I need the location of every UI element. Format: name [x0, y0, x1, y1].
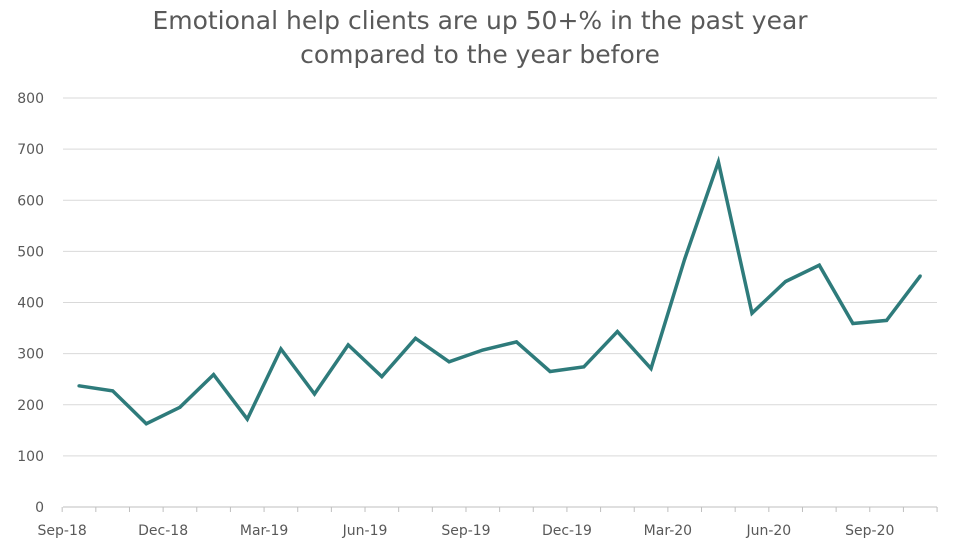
x-tick-label-sep-20: Sep-20 — [845, 523, 894, 539]
data-point-nov-18 — [144, 422, 148, 426]
y-tick-label-800: 800 — [17, 91, 44, 107]
data-point-oct-18 — [111, 389, 115, 393]
data-point-jan-19 — [212, 372, 216, 377]
x-tick-label-mar-20: Mar-20 — [644, 523, 692, 539]
data-point-feb-19 — [245, 417, 249, 421]
y-tick-label-600: 600 — [17, 193, 44, 209]
y-tick-label-300: 300 — [17, 347, 44, 363]
series-layer — [77, 155, 922, 426]
y-tick-label-200: 200 — [17, 398, 44, 414]
data-point-nov-19 — [548, 369, 552, 374]
x-tick-label-jun-20: Jun-20 — [745, 523, 791, 539]
y-tick-label-700: 700 — [17, 142, 44, 158]
chart-title-line-2: compared to the year before — [300, 40, 660, 69]
data-point-mar-20 — [683, 257, 687, 261]
data-point-jan-20 — [615, 330, 620, 334]
data-point-sep-19 — [481, 348, 485, 352]
data-point-jun-19 — [380, 375, 384, 379]
data-point-oct-19 — [514, 340, 519, 344]
data-point-aug-19 — [447, 360, 451, 364]
data-point-jul-20 — [817, 263, 821, 267]
data-point-feb-20 — [649, 366, 653, 371]
series-line-0 — [78, 155, 922, 426]
y-tick-label-0: 0 — [35, 500, 44, 516]
data-point-apr-19 — [312, 392, 317, 396]
data-point-jun-20 — [784, 279, 788, 284]
data-point-mar-19 — [279, 347, 283, 351]
x-tick-label-sep-18: Sep-18 — [38, 523, 87, 539]
data-point-may-19 — [346, 343, 350, 347]
x-tick-label-jun-19: Jun-19 — [342, 523, 388, 539]
x-tick-label-mar-19: Mar-19 — [240, 523, 288, 539]
gridlines — [63, 97, 937, 457]
data-point-sep-20 — [885, 318, 889, 322]
x-tick-label-dec-18: Dec-18 — [138, 523, 188, 539]
x-tick-label-sep-19: Sep-19 — [441, 523, 490, 539]
x-tick-label-dec-19: Dec-19 — [542, 523, 592, 539]
data-point-sep-18 — [77, 384, 81, 388]
x-axis: Sep-18 Dec-18 Mar-19 Jun-19 Sep-19 Dec-19 Mar-… — [38, 506, 938, 539]
data-point-may-20 — [750, 311, 754, 315]
data-point-dec-18 — [178, 405, 182, 409]
data-point-apr-20 — [716, 160, 720, 164]
data-point-dec-19 — [582, 365, 586, 369]
chart-title: Emotional help clients are up 50+% in th… — [0, 4, 960, 72]
y-axis: 0 100 200 300 400 500 600 700 800 — [17, 91, 44, 516]
data-point-jul-19 — [413, 336, 418, 340]
y-tick-label-400: 400 — [17, 296, 44, 312]
data-point-aug-20 — [851, 321, 855, 326]
data-point-oct-20 — [918, 274, 922, 278]
y-tick-label-500: 500 — [17, 244, 44, 260]
y-tick-label-100: 100 — [17, 449, 44, 465]
chart-title-line-1: Emotional help clients are up 50+% in th… — [152, 6, 808, 35]
